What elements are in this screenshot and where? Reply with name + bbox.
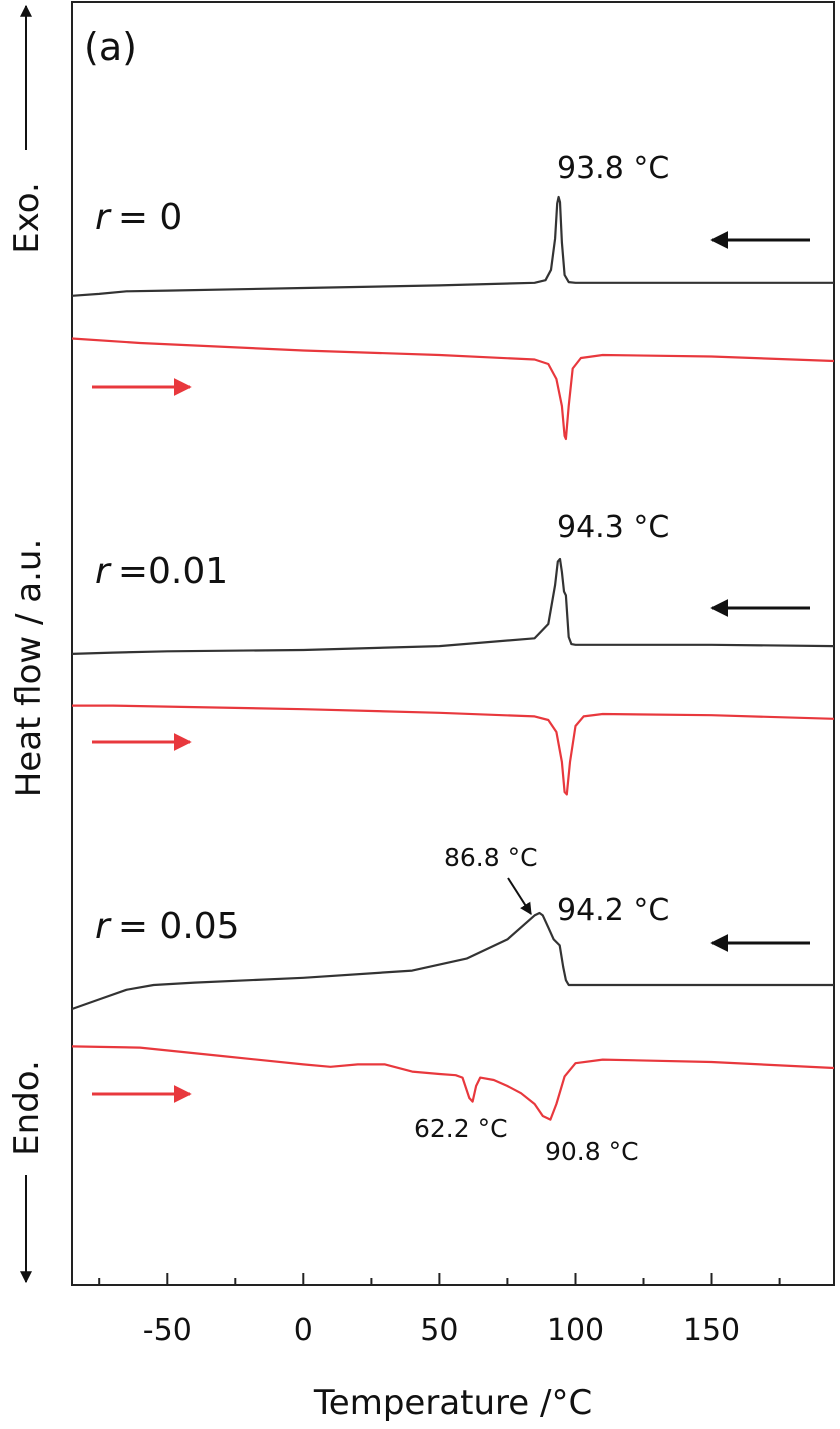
y-bottom-label: Endo. xyxy=(7,1060,47,1156)
shoulder-pointer xyxy=(507,877,532,916)
peak-label-r005: 94.2 °C xyxy=(557,893,669,928)
peak-label-r0: 93.8 °C xyxy=(557,151,669,186)
peak-label-r001: 94.3 °C xyxy=(557,510,669,545)
sample-label-r0: r = 0 xyxy=(95,197,182,238)
x-axis-label: Temperature /°C xyxy=(313,1383,592,1423)
panel-label: (a) xyxy=(84,25,137,69)
sample-label-r001: r =0.01 xyxy=(95,551,228,592)
sample-label-r005: r = 0.05 xyxy=(95,906,240,947)
plot-frame xyxy=(71,1,835,1286)
curves-group xyxy=(71,195,835,1121)
x-tick-label: 50 xyxy=(420,1313,458,1348)
heating-curve-r0 xyxy=(71,337,835,441)
heating-curve-r005 xyxy=(71,1045,835,1121)
x-tick-label: -50 xyxy=(143,1313,192,1348)
x-axis: -50 0 50 100 150 xyxy=(98,1273,781,1348)
heating-label-low-r005: 62.2 °C xyxy=(414,1114,508,1143)
heating-curve-r001 xyxy=(72,704,835,796)
cooling-curve-r005 xyxy=(71,911,834,1011)
heating-label-high-r005: 90.8 °C xyxy=(545,1137,639,1166)
x-tick-label: 150 xyxy=(683,1313,740,1348)
y-top-label: Exo. xyxy=(7,182,47,254)
shoulder-label-r005: 86.8 °C xyxy=(444,843,538,872)
y-axis-label: Heat flow / a.u. xyxy=(9,539,49,798)
cooling-curve-r0 xyxy=(71,195,834,297)
x-tick-label: 0 xyxy=(294,1313,313,1348)
cooling-curve-r001 xyxy=(71,557,835,655)
x-tick-label: 100 xyxy=(547,1313,604,1348)
